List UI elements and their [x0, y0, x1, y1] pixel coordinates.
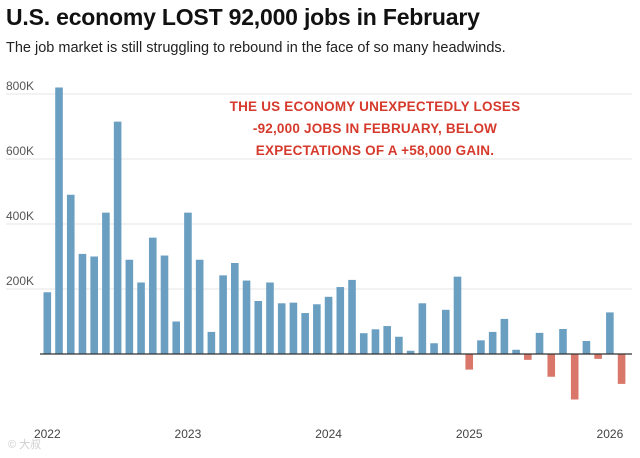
bar-2024-01 [324, 296, 333, 354]
bar-2025-11 [582, 341, 591, 354]
bar-2025-12 [594, 354, 602, 359]
bar-2024-05 [371, 329, 380, 354]
x-tick-label: 2023 [175, 427, 202, 441]
bar-2024-08 [406, 350, 415, 354]
bar-2024-04 [359, 333, 368, 354]
bar-2024-03 [348, 279, 356, 354]
y-tick-label: 400K [6, 209, 34, 223]
bar-2023-06 [242, 280, 251, 354]
bar-2024-02 [336, 287, 345, 354]
bar-2022-02 [55, 87, 63, 354]
bar-2025-09 [559, 328, 567, 354]
bar-2022-03 [66, 194, 75, 354]
annotation-text: THE US ECONOMY UNEXPECTEDLY LOSES -92,00… [230, 99, 521, 158]
bar-2023-05 [231, 263, 239, 354]
bar-2022-09 [137, 282, 145, 354]
bars [43, 87, 626, 400]
bar-2024-09 [418, 303, 427, 354]
annotation-line-3: EXPECTATIONS OF A +58,000 GAIN. [256, 143, 494, 158]
bar-2023-04 [219, 275, 227, 354]
bar-2022-11 [160, 255, 169, 354]
bar-2024-10 [430, 343, 438, 354]
bar-2024-07 [395, 336, 403, 354]
y-axis-ticks: 200K 400K 600K 800K [6, 79, 34, 288]
bar-2022-01 [43, 292, 52, 354]
annotation-line-2: -92,000 JOBS IN FEBRUARY, BELOW [253, 121, 497, 136]
bar-2025-06 [524, 354, 532, 360]
bar-2023-08 [266, 282, 274, 354]
x-tick-label: 2022 [34, 427, 61, 441]
bar-2025-02 [477, 340, 485, 354]
bar-2023-11 [301, 313, 309, 354]
bar-2023-12 [313, 304, 321, 354]
x-axis-ticks: 2022 2023 2024 2025 2026 [34, 427, 624, 441]
bar-2022-12 [172, 321, 181, 354]
x-tick-label: 2024 [315, 427, 342, 441]
y-tick-label: 600K [6, 144, 34, 158]
bar-2022-06 [102, 212, 110, 355]
bar-2023-09 [277, 303, 286, 354]
bar-2025-04 [500, 318, 509, 354]
bar-2023-10 [289, 302, 298, 354]
bar-2024-11 [441, 309, 450, 354]
bar-2023-07 [254, 301, 263, 354]
watermark: © 大叔 [8, 439, 42, 451]
bar-2023-03 [207, 331, 216, 354]
bar-2025-05 [512, 349, 520, 354]
bar-2026-02 [617, 354, 626, 384]
bar-2025-08 [547, 354, 556, 377]
y-tick-label: 200K [6, 274, 34, 288]
chart-subtitle: The job market is still struggling to re… [6, 40, 506, 56]
chart-title: U.S. economy LOST 92,000 jobs in Februar… [6, 4, 480, 30]
x-tick-label: 2025 [456, 427, 483, 441]
bar-2022-07 [113, 121, 122, 355]
gridlines [6, 93, 632, 290]
x-tick-label: 2026 [597, 427, 624, 441]
bar-2023-02 [195, 259, 204, 354]
bar-2025-07 [535, 332, 544, 355]
bar-2024-12 [453, 276, 462, 354]
bar-2022-08 [125, 259, 134, 354]
bar-2024-06 [383, 326, 391, 354]
annotation-line-1: THE US ECONOMY UNEXPECTEDLY LOSES [230, 99, 521, 114]
bar-2025-01 [465, 354, 474, 370]
bar-2025-03 [488, 331, 497, 354]
bar-2022-04 [78, 253, 87, 354]
bar-2022-05 [90, 256, 98, 354]
bar-2022-10 [148, 237, 157, 354]
y-tick-label: 800K [6, 79, 34, 93]
bar-2025-10 [570, 354, 579, 400]
bar-2026-01 [606, 312, 614, 354]
bar-2023-01 [184, 212, 192, 355]
